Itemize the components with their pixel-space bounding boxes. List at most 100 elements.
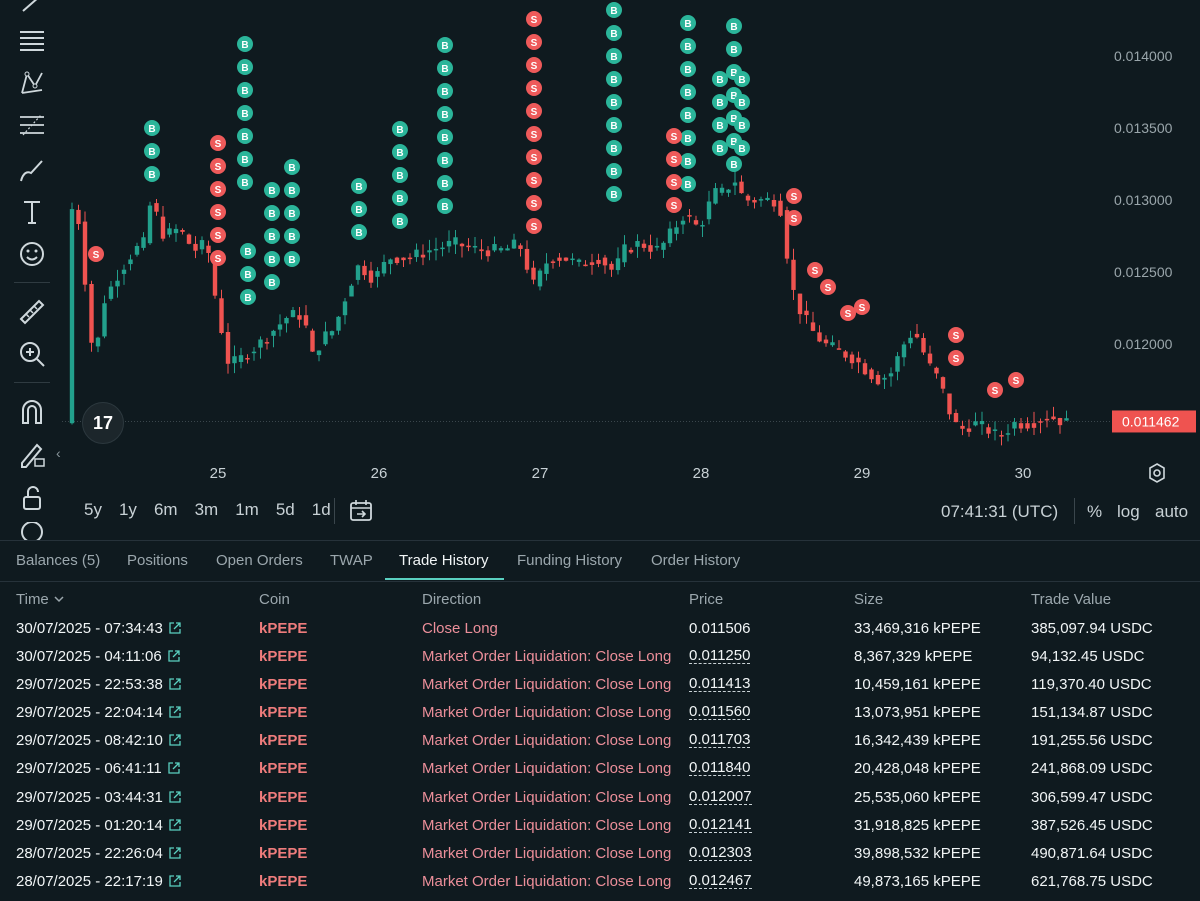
zoom-in-icon[interactable]	[14, 338, 50, 370]
trade-coin[interactable]: kPEPE	[259, 732, 308, 749]
trade-time[interactable]: 30/07/2025 - 04:11:06	[16, 648, 180, 665]
sell-marker	[786, 188, 802, 204]
collapse-toolbar-icon[interactable]: ‹	[56, 445, 61, 461]
external-link-icon	[168, 650, 180, 662]
range-5d[interactable]: 5d	[275, 500, 295, 519]
marker-letter: B	[148, 124, 155, 135]
tab-order-history[interactable]: Order History	[651, 552, 741, 569]
trade-coin[interactable]: kPEPE	[259, 789, 308, 806]
ruler-icon[interactable]	[14, 296, 50, 328]
tradingview-logo[interactable]: 17	[82, 402, 124, 444]
marker-letter: B	[355, 228, 362, 239]
range-divider	[334, 498, 335, 524]
candle-body	[986, 427, 991, 434]
trade-time[interactable]: 29/07/2025 - 01:20:14	[16, 817, 181, 834]
trade-price[interactable]: 0.011250	[689, 647, 751, 664]
magnet-icon[interactable]	[14, 396, 50, 428]
emoji-icon[interactable]	[14, 238, 50, 270]
trade-price[interactable]: 0.011840	[689, 759, 751, 776]
candle-body	[394, 257, 400, 264]
text-tool-icon[interactable]	[14, 196, 50, 228]
candle-body	[537, 270, 543, 287]
candle-body	[180, 230, 185, 232]
range-1m[interactable]: 1m	[235, 500, 259, 519]
trade-value: 385,097.94 USDC	[1031, 620, 1153, 637]
unlock-icon[interactable]	[14, 482, 50, 514]
tab-open-orders[interactable]: Open Orders	[216, 552, 303, 569]
fib-retracement-icon[interactable]	[14, 110, 50, 142]
trade-time[interactable]: 28/07/2025 - 22:26:04	[16, 845, 181, 862]
trade-time[interactable]: 29/07/2025 - 08:42:10	[16, 732, 181, 749]
candle-body	[225, 332, 231, 364]
percent-scale-toggle[interactable]: %	[1087, 502, 1103, 521]
trade-time[interactable]: 29/07/2025 - 22:53:38	[16, 676, 181, 693]
buy-marker	[237, 128, 253, 144]
trade-value: 191,255.56 USDC	[1031, 732, 1153, 749]
trade-time[interactable]: 29/07/2025 - 03:44:31	[16, 789, 181, 806]
trade-size: 39,898,532 kPEPE	[854, 845, 981, 862]
buy-marker	[437, 198, 453, 214]
marker-letter: S	[671, 155, 678, 166]
tab-twap[interactable]: TWAP	[330, 552, 373, 569]
buy-marker	[144, 120, 160, 136]
brush-icon[interactable]	[14, 154, 50, 186]
utc-clock[interactable]: 07:41:31 (UTC)	[941, 502, 1059, 521]
trend-line-icon[interactable]	[14, 0, 50, 22]
calendar-icon[interactable]	[348, 498, 374, 524]
eye-icon[interactable]	[14, 522, 50, 540]
trade-coin[interactable]: kPEPE	[259, 873, 308, 890]
pattern-icon[interactable]	[14, 67, 50, 99]
range-1d[interactable]: 1d	[311, 500, 331, 519]
buy-marker	[392, 121, 408, 137]
auto-scale-toggle[interactable]: auto	[1155, 502, 1189, 521]
trade-time[interactable]: 30/07/2025 - 07:34:43	[16, 620, 181, 637]
trade-coin[interactable]: kPEPE	[259, 648, 308, 665]
trade-coin[interactable]: kPEPE	[259, 817, 308, 834]
price-chart[interactable]: 0.014000 0.013500 0.013000 0.012500 0.012000…	[62, 0, 1200, 540]
tab-balances[interactable]: Balances (5)	[16, 552, 101, 569]
marker-letter: B	[738, 98, 745, 109]
trade-price[interactable]: 0.011413	[689, 675, 751, 692]
trade-price[interactable]: 0.012141	[689, 816, 752, 833]
candle-body	[524, 248, 530, 270]
trade-time[interactable]: 29/07/2025 - 22:04:14	[16, 704, 181, 721]
tab-trade-history[interactable]: Trade History	[399, 552, 489, 569]
candle-body	[758, 199, 764, 201]
trade-coin[interactable]: kPEPE	[259, 704, 308, 721]
trade-coin[interactable]: kPEPE	[259, 676, 308, 693]
marker-letter: S	[791, 214, 798, 225]
horizontal-lines-icon[interactable]	[14, 24, 50, 56]
marker-letter: S	[531, 199, 538, 210]
trade-time[interactable]: 29/07/2025 - 06:41:11	[16, 760, 180, 777]
gear-icon[interactable]	[1146, 462, 1168, 484]
range-6m[interactable]: 6m	[153, 500, 178, 519]
trade-time[interactable]: 28/07/2025 - 22:17:19	[16, 873, 181, 890]
range-1y[interactable]: 1y	[118, 500, 137, 519]
trade-price[interactable]: 0.012303	[689, 844, 752, 861]
candlestick-chart[interactable]: 0.014000 0.013500 0.013000 0.012500 0.012000…	[62, 0, 1200, 540]
column-header-time[interactable]: Time	[16, 591, 65, 608]
drawing-toolbar	[0, 0, 62, 540]
range-3m[interactable]: 3m	[194, 500, 219, 519]
buy-marker	[144, 166, 160, 182]
trade-price[interactable]: 0.011560	[689, 703, 751, 720]
trade-coin[interactable]: kPEPE	[259, 845, 308, 862]
range-5y[interactable]: 5y	[84, 500, 102, 519]
lock-drawing-icon[interactable]	[14, 438, 50, 470]
candle-body	[992, 429, 998, 431]
trade-price[interactable]: 0.012007	[689, 788, 752, 805]
tab-funding-history[interactable]: Funding History	[517, 552, 623, 569]
marker-letter: B	[684, 65, 691, 76]
trade-coin[interactable]: kPEPE	[259, 760, 308, 777]
candle-body	[843, 351, 848, 358]
marker-letter: B	[610, 52, 617, 63]
candle-body	[362, 265, 367, 276]
candle-body	[206, 245, 211, 253]
tab-positions[interactable]: Positions	[127, 552, 188, 569]
log-scale-toggle[interactable]: log	[1117, 502, 1140, 521]
trade-coin[interactable]: kPEPE	[259, 620, 308, 637]
marker-letter: B	[610, 121, 617, 132]
trade-price[interactable]: 0.011703	[689, 731, 751, 748]
marker-letter: S	[531, 176, 538, 187]
trade-price[interactable]: 0.012467	[689, 872, 752, 889]
